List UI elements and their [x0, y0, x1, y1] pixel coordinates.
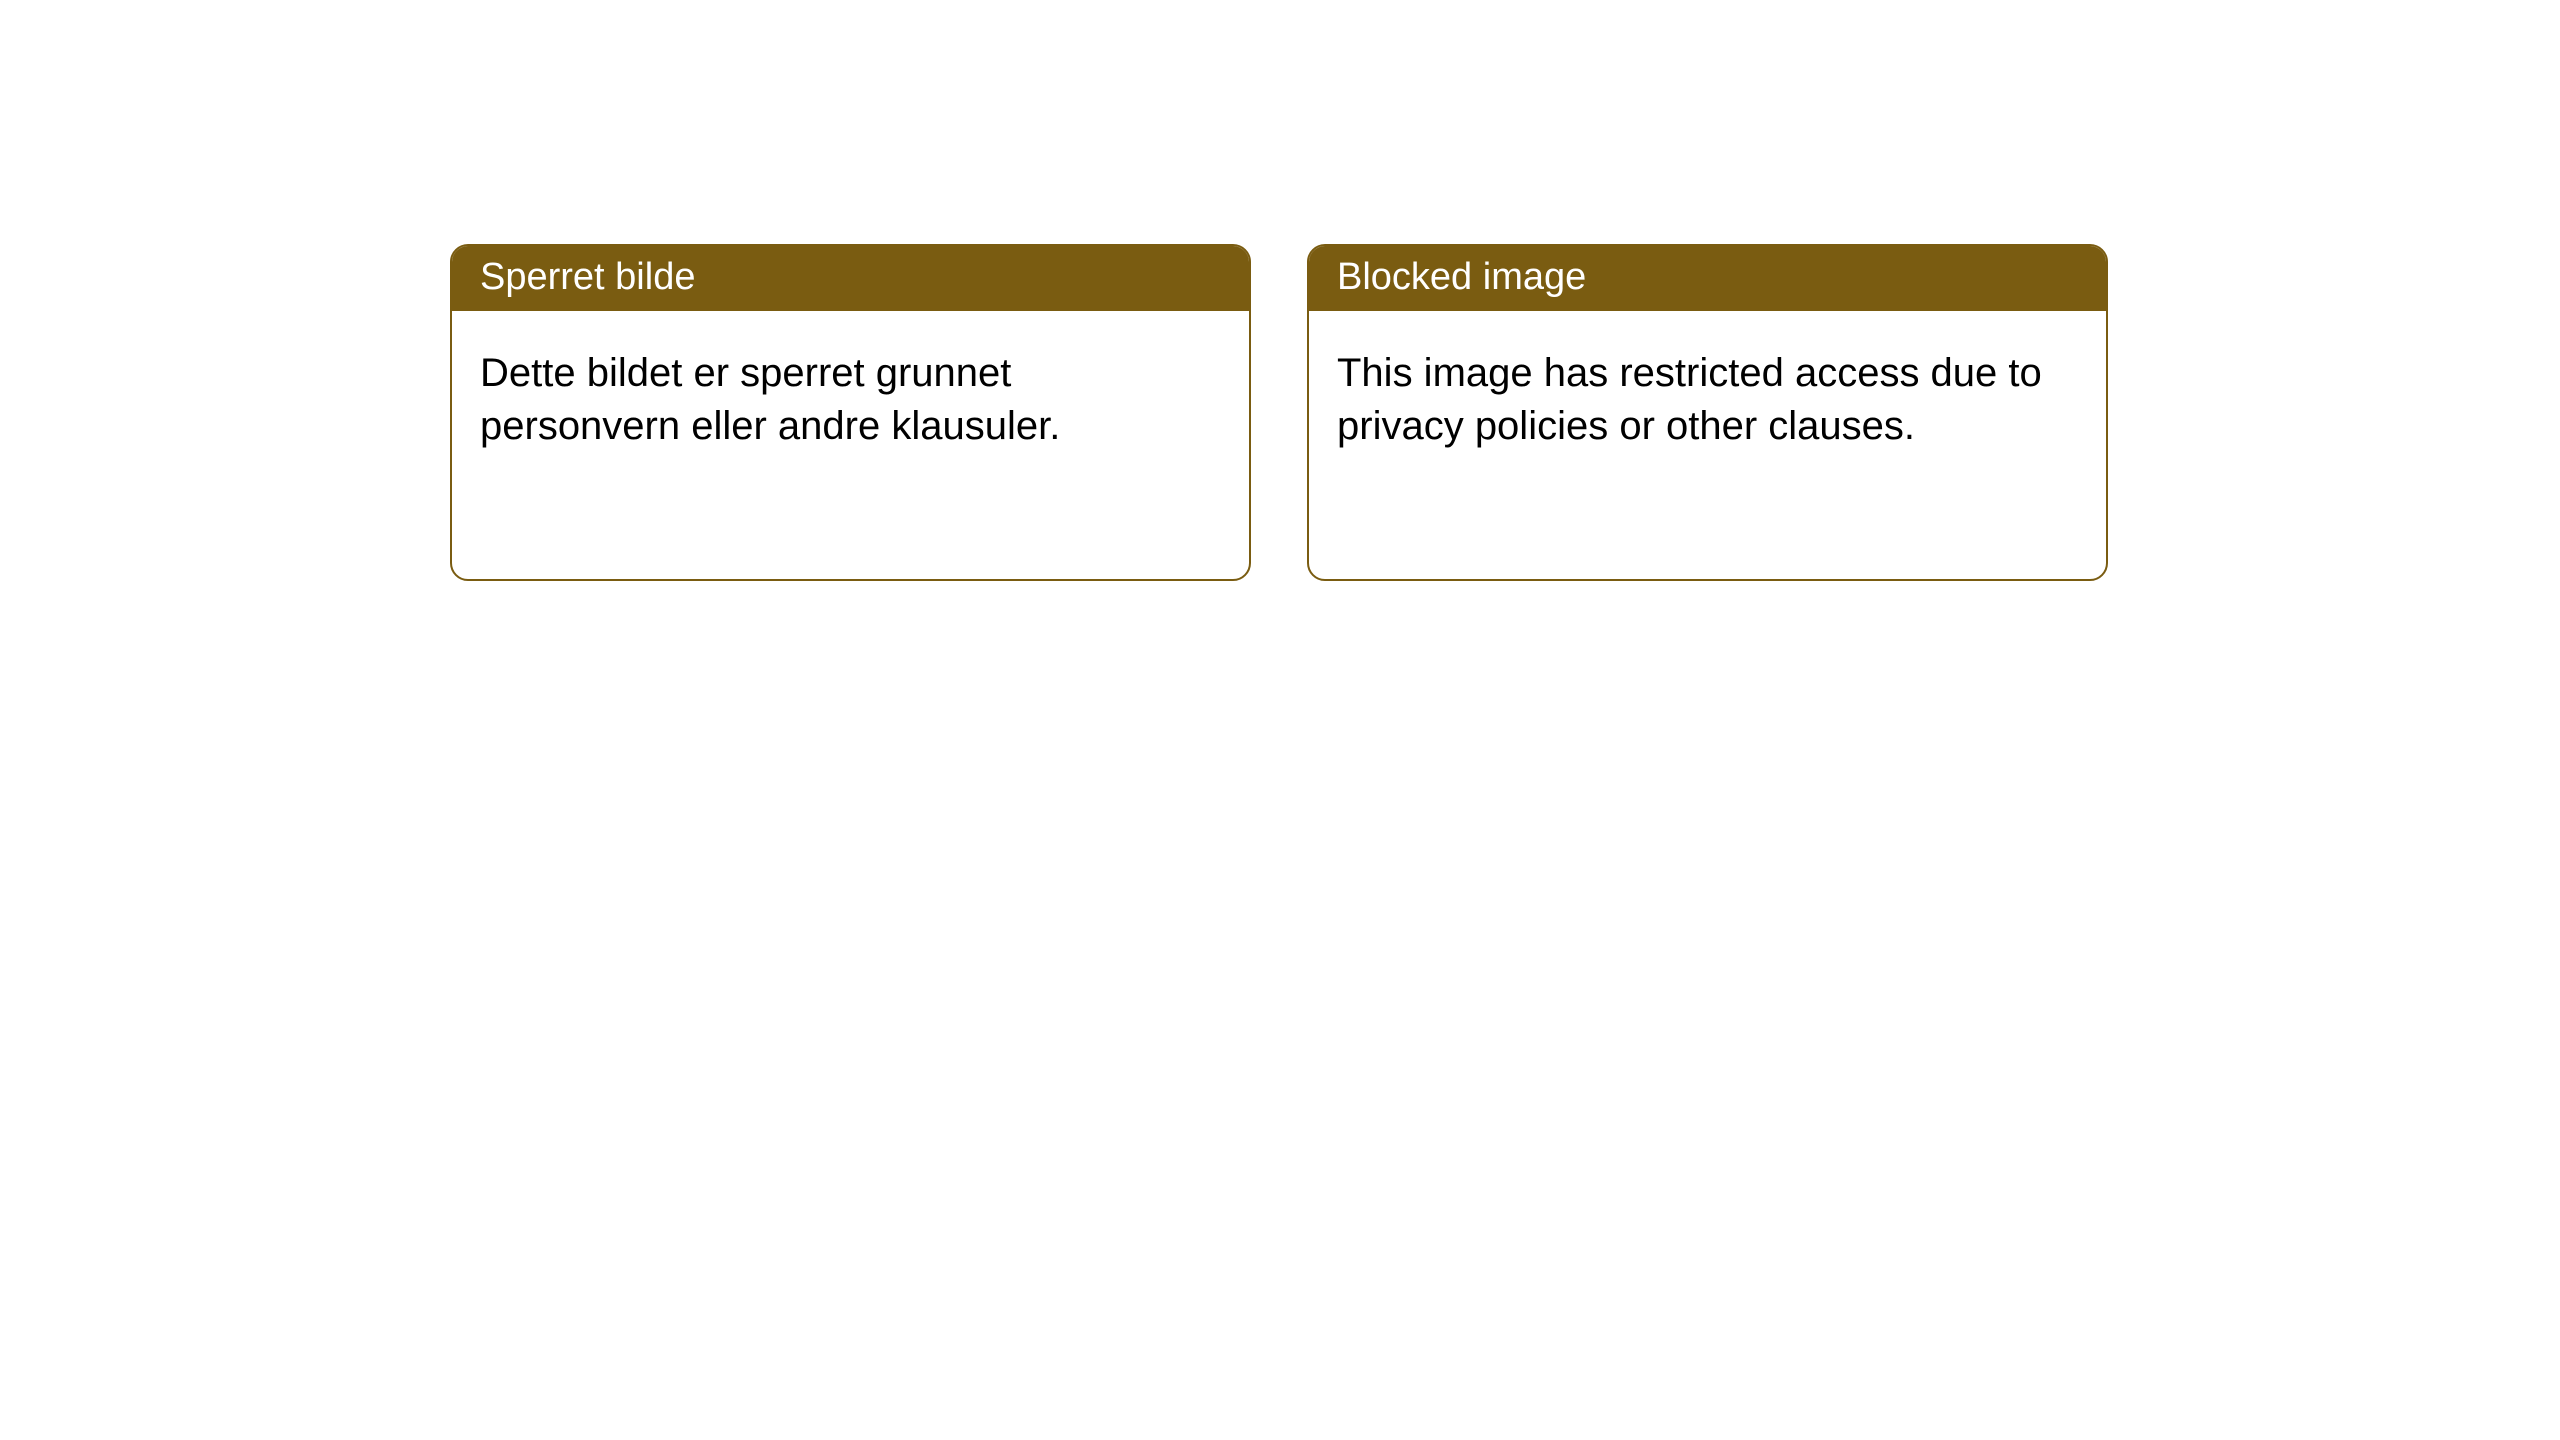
notice-box-english: Blocked image This image has restricted …: [1307, 244, 2108, 581]
notice-container: Sperret bilde Dette bildet er sperret gr…: [450, 244, 2560, 581]
notice-body: This image has restricted access due to …: [1309, 311, 2106, 579]
notice-body: Dette bildet er sperret grunnet personve…: [452, 311, 1249, 579]
notice-header: Sperret bilde: [452, 246, 1249, 311]
notice-header: Blocked image: [1309, 246, 2106, 311]
notice-box-norwegian: Sperret bilde Dette bildet er sperret gr…: [450, 244, 1251, 581]
